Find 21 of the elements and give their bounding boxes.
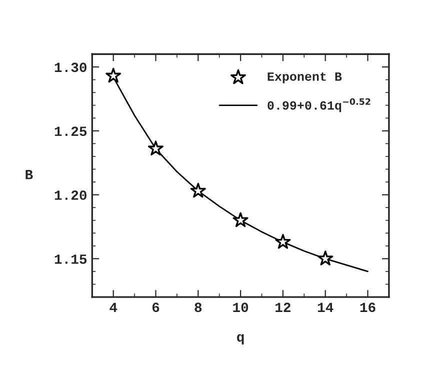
x-axis-title: q	[237, 334, 244, 344]
y-tick-label: 1.30	[54, 62, 86, 72]
point	[318, 250, 334, 266]
x-tick-label: 14	[318, 302, 334, 312]
y-tick-label: 1.25	[54, 126, 87, 136]
x-tick-label: 8	[194, 302, 202, 312]
x-tick-label: 4	[110, 302, 118, 312]
y-tick-label: 1.20	[54, 190, 86, 200]
x-tick-label: 16	[360, 302, 376, 312]
point	[232, 212, 248, 228]
y-axis-title: B	[26, 170, 33, 180]
point	[275, 234, 291, 249]
y-tick-label: 1.15	[54, 254, 87, 264]
x-tick-label: 10	[233, 302, 248, 312]
legend-label: Exponent B	[268, 72, 342, 84]
point	[190, 182, 206, 198]
point	[148, 140, 164, 156]
legend-label: 0.99+0.61q$^{−0.52}$	[268, 98, 370, 112]
point	[106, 68, 122, 83]
x-tick-label: 6	[152, 302, 160, 312]
x-tick-label: 12	[276, 302, 290, 312]
